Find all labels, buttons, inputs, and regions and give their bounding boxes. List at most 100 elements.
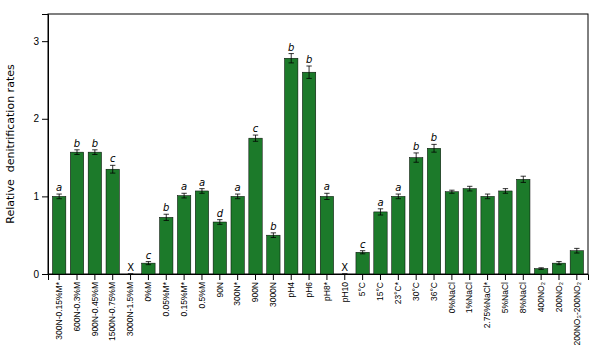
error-bar-cap <box>217 224 222 225</box>
x-tick-label: 2.75%NaCl* <box>482 281 492 328</box>
error-bar-cap <box>110 173 115 174</box>
x-tick-mark <box>434 274 435 280</box>
error-bar-cap <box>128 274 133 275</box>
error-bar-stem <box>255 135 256 141</box>
x-tick-label: 15°C <box>375 282 385 301</box>
error-bar <box>503 189 508 194</box>
error-bar <box>217 220 222 225</box>
error-bar <box>289 54 294 63</box>
x-tick: 300N* <box>232 274 242 306</box>
x-tick-label: 8%NaCl <box>518 282 528 313</box>
error-bar-cap <box>521 176 526 177</box>
x-tick-mark <box>326 274 327 280</box>
x-tick: 0.15%M* <box>179 274 189 317</box>
x-tick-label: 400NO₂ <box>536 282 546 312</box>
plot-frame <box>48 14 588 274</box>
x-axis-line <box>49 275 589 281</box>
x-tick-mark <box>541 274 542 280</box>
x-tick-mark <box>505 274 506 280</box>
x-tick-label: 300N-0.15%M* <box>54 281 64 339</box>
error-bar <box>74 150 79 155</box>
error-bar-cap <box>342 274 347 275</box>
x-tick: 200NO₃-200NO₂ <box>572 274 582 345</box>
x-tick: pH4 <box>286 274 296 298</box>
x-tick: 0.05%M* <box>161 274 171 317</box>
error-bar-stem <box>291 54 292 63</box>
bar <box>88 152 101 274</box>
letter: a <box>56 182 62 193</box>
letter: a <box>235 182 241 193</box>
error-bar-cap <box>128 274 133 275</box>
error-bar-cap <box>306 78 311 79</box>
x-tick: pH8* <box>322 274 332 301</box>
x-tick-label: 300N* <box>232 281 242 305</box>
bar <box>517 179 530 274</box>
x-tick: 30°C <box>411 274 421 301</box>
x-tick-mark <box>451 274 452 280</box>
x-tick-label: 0.5%M <box>197 282 207 308</box>
error-bar-stem <box>398 194 399 199</box>
x-tick-label: 23°C* <box>393 281 403 304</box>
error-bar <box>431 144 436 152</box>
x-tick-mark <box>398 274 399 280</box>
bar <box>356 252 369 274</box>
bar <box>338 274 351 275</box>
error-bar-cap <box>271 237 276 238</box>
error-bar-cap <box>396 194 401 195</box>
error-bar-cap <box>449 193 454 194</box>
x-tick: pH6 <box>304 274 314 298</box>
bar <box>409 158 422 274</box>
x-tick-mark <box>273 274 274 280</box>
error-bar-cap <box>467 190 472 191</box>
bar <box>499 191 512 274</box>
error-bar-stem <box>59 194 60 199</box>
error-bar-cap <box>503 193 508 194</box>
x-tick: 5%NaCl <box>500 274 510 313</box>
letter: b <box>431 132 437 143</box>
error-bar-stem <box>166 214 167 220</box>
error-bar <box>181 193 186 198</box>
bar <box>106 169 119 274</box>
y-tick-mark <box>42 196 48 197</box>
x-tick: 1500N-0.75%M <box>107 274 117 341</box>
error-bar-cap <box>556 261 561 262</box>
error-bar-stem <box>219 220 220 225</box>
x-tick-mark <box>77 274 78 280</box>
error-bar-stem <box>416 153 417 162</box>
error-bar-stem <box>523 176 524 182</box>
letter: a <box>395 182 401 193</box>
error-bar-stem <box>184 193 185 198</box>
error-bar-stem <box>362 251 363 254</box>
error-bar-stem <box>576 248 577 253</box>
y-tick-label: 2 <box>33 113 39 124</box>
letter: a <box>324 181 330 192</box>
x-tick: 2.75%NaCl* <box>482 274 492 328</box>
x-tick-mark <box>469 274 470 280</box>
error-bar-cap <box>271 232 276 233</box>
x-tick-label: 0%M <box>143 282 153 301</box>
bar <box>570 251 583 274</box>
error-bar <box>324 193 329 199</box>
error-bar-stem <box>309 66 310 78</box>
error-bar-cap <box>485 198 490 199</box>
letter: c <box>360 239 366 250</box>
y-tick: 0 <box>33 269 48 280</box>
x-tick: 3000N-1.5%M <box>125 274 135 336</box>
error-bar <box>467 186 472 191</box>
letter: X <box>341 262 348 273</box>
x-tick-mark <box>94 274 95 280</box>
x-tick-mark <box>237 274 238 280</box>
error-bar <box>485 194 490 199</box>
y-tick-label: 0 <box>33 269 39 280</box>
error-bar-cap <box>235 198 240 199</box>
x-tick-mark <box>255 274 256 280</box>
x-tick-label: 36°C <box>429 282 439 301</box>
x-tick-mark <box>416 274 417 280</box>
error-bar-stem <box>487 194 488 199</box>
x-tick-mark <box>130 274 131 280</box>
y-tick-label: 3 <box>33 36 39 47</box>
y-tick: 2 <box>33 113 48 124</box>
error-bar-cap <box>360 250 365 251</box>
error-bar-cap <box>199 188 204 189</box>
error-bar-cap <box>92 154 97 155</box>
